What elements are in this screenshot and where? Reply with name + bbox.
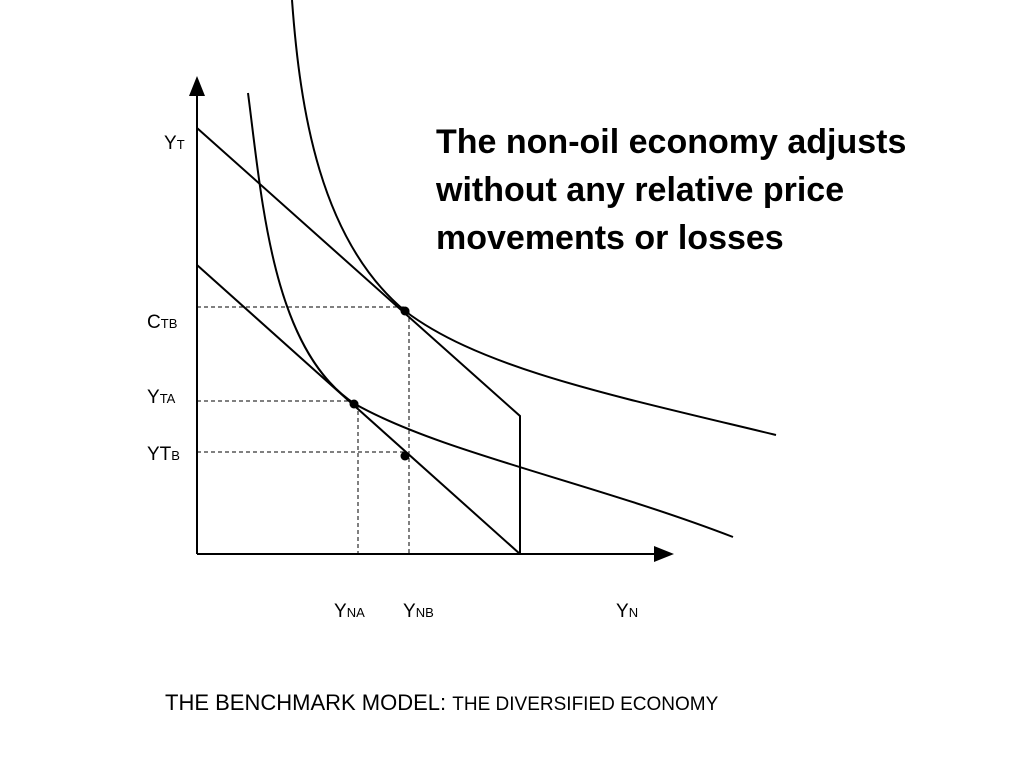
headline: The non-oil economy adjusts without any … [436, 118, 1016, 262]
tangency-point-a [349, 399, 359, 409]
guide-lines [197, 306, 410, 554]
production-point-b [400, 451, 410, 461]
label-yn-a: YNA [334, 601, 365, 622]
label-yn-b: YNB [403, 601, 434, 622]
caption: THE BENCHMARK MODEL: THE DIVERSIFIED ECO… [165, 690, 718, 716]
label-yt-b: YTB [147, 444, 180, 465]
label-yn: YN [616, 601, 638, 622]
budget-line-inner [196, 264, 521, 555]
headline-line: without any relative price [436, 171, 845, 209]
budget-line-outer [196, 127, 521, 554]
headline-line: movements or losses [436, 219, 784, 257]
caption-main: THE BENCHMARK MODEL: [165, 690, 453, 715]
tangency-point-b [400, 306, 410, 316]
label-yt-a: YTA [147, 387, 176, 408]
label-yt: YT [164, 133, 185, 154]
label-ct-b: CTB [147, 312, 177, 333]
caption-sub: THE DIVERSIFIED ECONOMY [452, 694, 719, 715]
headline-line: The non-oil economy adjusts [436, 123, 907, 161]
